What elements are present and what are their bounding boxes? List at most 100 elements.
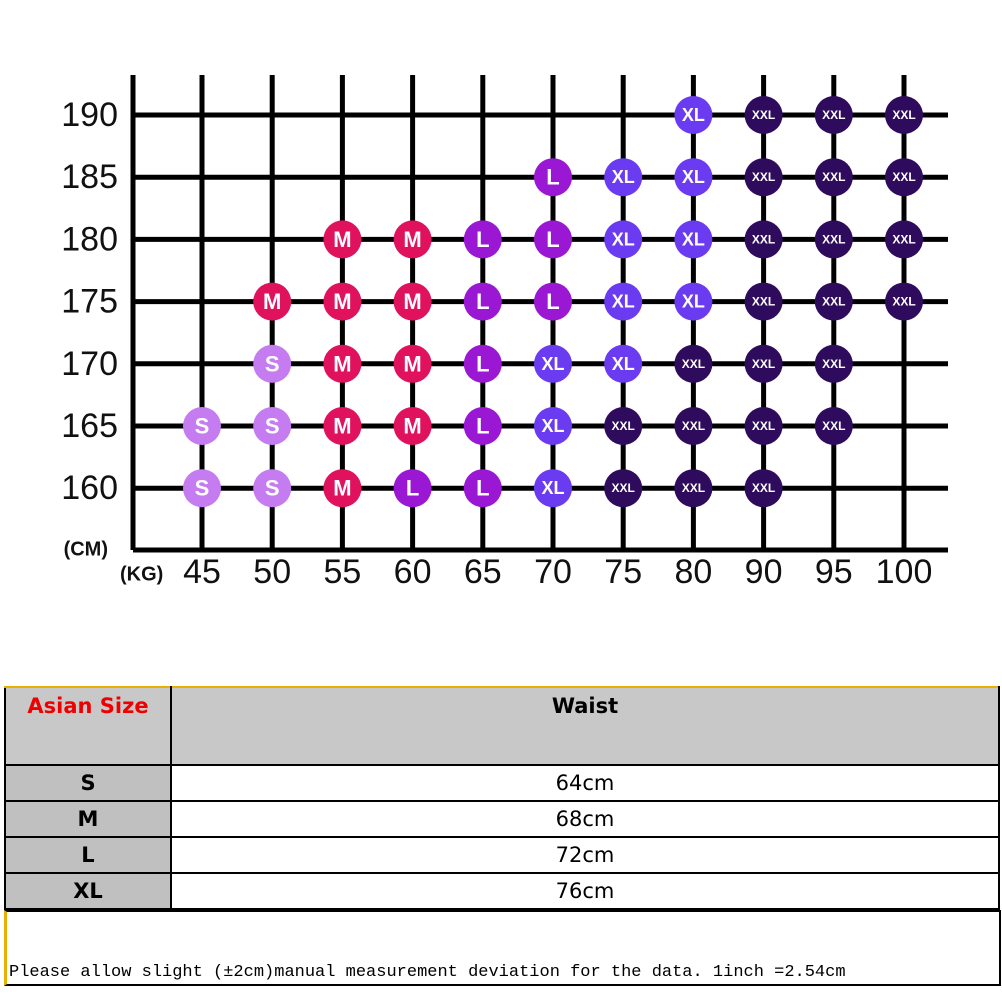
table-cell: 64cm — [170, 764, 1000, 802]
table-cell: S — [4, 764, 172, 802]
height-label: 190 — [61, 96, 118, 134]
table-cell: 72cm — [170, 836, 1000, 874]
size-label: L — [546, 289, 559, 314]
size-dot — [323, 469, 362, 508]
size-table: Asian Size Waist S 64cm M 68cm L 72cm XL 76cm — [4, 686, 1000, 910]
table-cell: 68cm — [170, 800, 1000, 838]
size-label: XL — [541, 354, 564, 374]
size-dot — [744, 220, 783, 259]
weight-label: 95 — [815, 553, 853, 591]
size-label: XXL — [752, 357, 775, 371]
size-label: XL — [541, 416, 564, 436]
size-label: XXL — [752, 108, 775, 122]
table-cell: M — [4, 800, 172, 838]
size-label: XXL — [822, 419, 845, 433]
table-row: XL 76cm — [4, 872, 1000, 910]
size-dot — [323, 407, 362, 445]
header-cell: Waist — [170, 686, 1000, 766]
height-label: 160 — [61, 469, 118, 507]
size-dot — [744, 96, 783, 134]
size-dot — [674, 344, 713, 383]
weight-label: 80 — [674, 553, 712, 591]
size-label: S — [195, 476, 210, 501]
size-label: XXL — [822, 295, 845, 309]
weight-label: 65 — [464, 553, 502, 591]
size-dot — [393, 407, 432, 445]
size-label: L — [476, 289, 489, 314]
size-dot — [604, 469, 643, 508]
height-label: 185 — [61, 158, 118, 196]
size-label: M — [403, 351, 421, 376]
size-dot — [814, 158, 853, 197]
size-dot — [814, 344, 853, 383]
size-label: XXL — [892, 108, 915, 122]
size-dot — [534, 344, 572, 383]
size-label: XXL — [682, 419, 705, 433]
size-label: S — [265, 476, 280, 501]
size-dot — [323, 344, 362, 383]
size-dot — [393, 220, 432, 259]
size-label: L — [546, 227, 559, 252]
size-dot — [534, 220, 572, 259]
size-label: L — [476, 351, 489, 376]
size-label: XL — [682, 229, 705, 249]
size-label: XXL — [682, 481, 705, 495]
size-dot — [393, 469, 432, 508]
size-label: XXL — [822, 170, 845, 184]
size-dot — [604, 282, 643, 321]
size-label: XXL — [612, 419, 635, 433]
size-label: L — [406, 476, 419, 501]
size-dot — [674, 158, 713, 197]
size-label: XXL — [612, 481, 635, 495]
size-dot — [253, 282, 292, 321]
size-dot — [814, 96, 853, 134]
size-label: M — [403, 227, 421, 252]
size-dot — [604, 344, 643, 383]
size-label: S — [265, 414, 280, 439]
size-dot — [323, 282, 362, 321]
size-dot — [183, 469, 221, 508]
size-dot — [885, 96, 923, 134]
size-dot — [253, 407, 292, 445]
size-dot — [674, 96, 713, 134]
size-label: M — [263, 289, 281, 314]
size-label: XL — [682, 105, 705, 125]
table-row: S 64cm — [4, 764, 1000, 802]
size-label: M — [333, 289, 351, 314]
size-label: L — [476, 227, 489, 252]
size-label: XL — [541, 478, 564, 498]
size-label: XXL — [892, 170, 915, 184]
size-dot — [814, 282, 853, 321]
size-label: XL — [682, 167, 705, 187]
table-header: Asian Size Waist — [4, 686, 1000, 766]
size-label: XXL — [822, 108, 845, 122]
size-dot — [463, 344, 502, 383]
table-row: M 68cm — [4, 800, 1000, 838]
size-label: XL — [612, 354, 635, 374]
size-dot — [393, 344, 432, 383]
size-dot — [604, 407, 643, 445]
size-grid: (CM) (KG) 45 50 55 60 65 70 75 80 90 95 100 190 XL XX… — [61, 75, 948, 591]
size-dot — [604, 158, 643, 197]
size-dot — [463, 220, 502, 259]
size-dot — [814, 220, 853, 259]
size-dot — [253, 344, 292, 383]
size-dot — [885, 158, 923, 197]
weight-label: 60 — [394, 553, 432, 591]
size-label: S — [195, 414, 210, 439]
size-label: XXL — [892, 295, 915, 309]
height-label: 180 — [61, 220, 118, 258]
size-dot — [744, 282, 783, 321]
size-dot — [323, 220, 362, 259]
size-dot — [393, 282, 432, 321]
size-label: XXL — [682, 357, 705, 371]
size-label: M — [333, 414, 351, 439]
size-dot — [253, 469, 292, 508]
size-label: XL — [612, 292, 635, 312]
size-label: M — [333, 227, 351, 252]
height-label: 175 — [61, 283, 118, 321]
height-label: 165 — [61, 407, 118, 445]
weight-label: 90 — [745, 553, 783, 591]
size-dot — [534, 469, 572, 508]
size-dot — [534, 407, 572, 445]
